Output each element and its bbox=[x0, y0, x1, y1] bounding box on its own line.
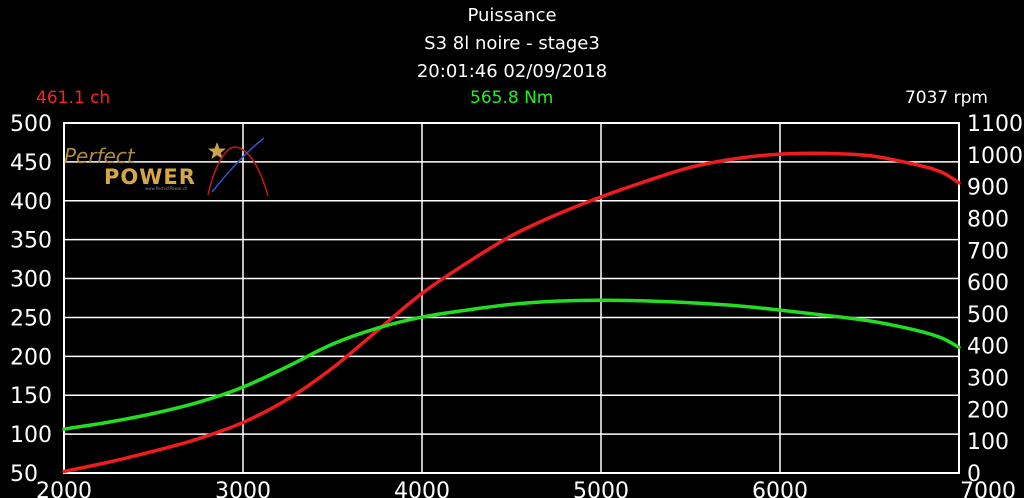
logo-url: www.PerfectPower.ch bbox=[145, 186, 188, 191]
y-left-tick-label: 500 bbox=[10, 112, 52, 137]
y-left-tick-label: 300 bbox=[10, 268, 52, 293]
power-readout: 461.1 ch bbox=[36, 88, 111, 108]
rpm-readout: 7037 rpm bbox=[904, 88, 988, 108]
y-right-tick-label: 700 bbox=[967, 239, 1009, 264]
logo-text-power: POWER bbox=[104, 165, 196, 189]
y-left-tick-label: 350 bbox=[10, 229, 52, 254]
y-right-tick-label: 0 bbox=[967, 462, 981, 487]
logo-text-perfect: Perfect bbox=[64, 144, 136, 168]
y-left-tick-label: 150 bbox=[10, 384, 52, 409]
y-left-tick-label: 200 bbox=[10, 345, 52, 370]
x-tick-label: 4000 bbox=[394, 479, 450, 498]
chart-title: Puissance bbox=[467, 5, 557, 26]
y-left-tick-label: 100 bbox=[10, 423, 52, 448]
y-right-tick-label: 900 bbox=[967, 176, 1009, 201]
x-tick-label: 6000 bbox=[752, 479, 808, 498]
star-icon bbox=[208, 142, 226, 159]
torque-readout: 565.8 Nm bbox=[470, 88, 554, 108]
y-left-tick-label: 50 bbox=[10, 462, 38, 487]
y-right-tick-label: 1000 bbox=[967, 144, 1023, 169]
power-curve bbox=[62, 151, 961, 474]
y-right-tick-label: 500 bbox=[967, 303, 1009, 328]
x-tick-label: 2000 bbox=[36, 479, 92, 498]
chart-ticks: 5010015020025030035040045050001002003004… bbox=[10, 112, 1023, 498]
plot-frame bbox=[63, 122, 960, 474]
y-right-tick-label: 600 bbox=[967, 271, 1009, 296]
chart-timestamp: 20:01:46 02/09/2018 bbox=[416, 61, 608, 82]
perfect-power-logo: Perfect POWER www.PerfectPower.ch bbox=[64, 137, 269, 197]
logo-curve-red-icon bbox=[207, 146, 269, 197]
y-right-tick-label: 100 bbox=[967, 430, 1009, 455]
y-left-tick-label: 400 bbox=[10, 190, 52, 215]
y-right-tick-label: 300 bbox=[967, 367, 1009, 392]
x-tick-label: 5000 bbox=[573, 479, 629, 498]
chart-subtitle: S3 8l noire - stage3 bbox=[424, 33, 600, 54]
torque-curve bbox=[62, 298, 961, 431]
x-tick-label: 3000 bbox=[215, 479, 271, 498]
y-right-tick-label: 800 bbox=[967, 207, 1009, 232]
x-tick-label: 7000 bbox=[960, 479, 1016, 498]
y-right-tick-label: 1100 bbox=[967, 112, 1023, 137]
chart-grid bbox=[63, 122, 960, 474]
y-left-tick-label: 250 bbox=[10, 306, 52, 331]
logo-curve-blue-icon bbox=[211, 137, 265, 193]
y-left-tick-label: 450 bbox=[10, 151, 52, 176]
y-right-tick-label: 400 bbox=[967, 335, 1009, 360]
chart-series bbox=[62, 151, 961, 474]
y-right-tick-label: 200 bbox=[967, 398, 1009, 423]
